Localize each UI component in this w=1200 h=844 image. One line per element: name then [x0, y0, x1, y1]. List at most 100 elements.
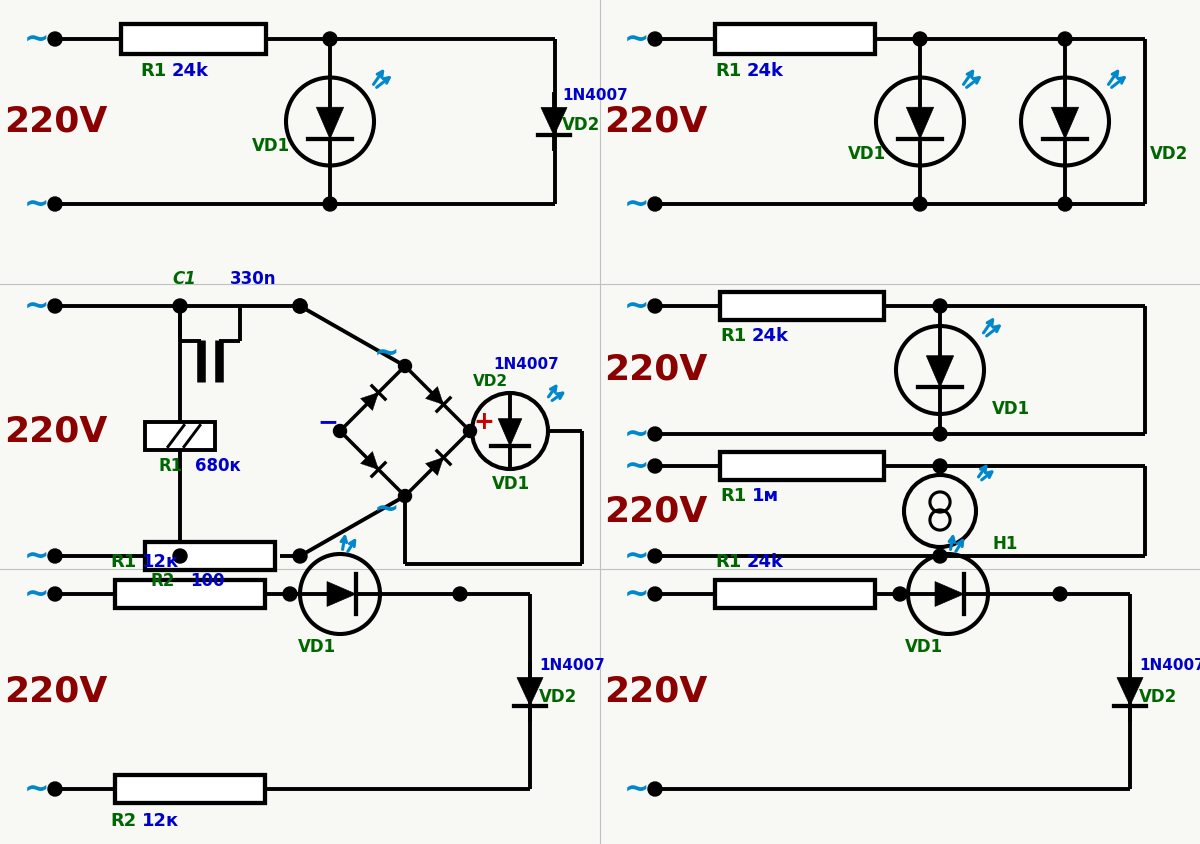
Text: VD1: VD1 [252, 138, 290, 155]
Bar [115, 580, 265, 608]
Text: C1: C1 [172, 270, 196, 288]
Text: 24k: 24k [748, 62, 784, 80]
Text: 1N4007: 1N4007 [539, 657, 605, 673]
Text: VD1: VD1 [992, 400, 1030, 418]
Text: VD1: VD1 [298, 638, 336, 656]
Circle shape [48, 299, 62, 313]
Circle shape [293, 299, 307, 313]
Polygon shape [1051, 107, 1079, 139]
Text: 220V: 220V [4, 415, 107, 449]
Text: R1: R1 [720, 487, 746, 505]
Polygon shape [328, 582, 356, 606]
Polygon shape [541, 107, 568, 136]
Text: ~: ~ [624, 542, 649, 571]
Text: VD2: VD2 [1150, 145, 1188, 164]
Text: VD2: VD2 [473, 374, 508, 389]
Polygon shape [360, 452, 378, 469]
Text: 220V: 220V [4, 675, 107, 709]
Bar [145, 422, 215, 450]
Text: 680к: 680к [194, 457, 241, 475]
Circle shape [398, 360, 412, 372]
Polygon shape [1117, 678, 1144, 706]
Text: 1N4007: 1N4007 [1139, 657, 1200, 673]
Text: ~: ~ [374, 495, 400, 523]
Polygon shape [926, 355, 954, 387]
Bar [145, 542, 275, 570]
Text: R2: R2 [150, 572, 174, 590]
Circle shape [648, 299, 662, 313]
Bar [115, 775, 265, 803]
Circle shape [648, 587, 662, 601]
Text: 12к: 12к [142, 812, 179, 830]
Circle shape [648, 782, 662, 796]
Polygon shape [517, 678, 542, 706]
Text: 12к: 12к [142, 553, 179, 571]
Circle shape [323, 197, 337, 211]
Circle shape [323, 32, 337, 46]
Text: R2: R2 [110, 812, 137, 830]
Circle shape [648, 197, 662, 211]
Text: ~: ~ [24, 775, 49, 803]
Text: 1N4007: 1N4007 [562, 88, 628, 102]
Circle shape [648, 549, 662, 563]
Text: ~: ~ [624, 24, 649, 53]
Circle shape [48, 587, 62, 601]
Text: ~: ~ [24, 542, 49, 571]
Polygon shape [935, 582, 964, 606]
Circle shape [173, 299, 187, 313]
Circle shape [648, 459, 662, 473]
Text: 220V: 220V [604, 105, 707, 139]
Circle shape [454, 587, 467, 601]
Circle shape [48, 782, 62, 796]
Text: −: − [317, 410, 338, 434]
Polygon shape [426, 457, 444, 475]
Text: R1: R1 [715, 62, 742, 80]
Text: 24k: 24k [748, 553, 784, 571]
Polygon shape [906, 107, 934, 139]
Circle shape [48, 32, 62, 46]
Circle shape [173, 549, 187, 563]
Text: 1м: 1м [752, 487, 779, 505]
Circle shape [334, 425, 347, 437]
Bar [715, 580, 875, 608]
Text: ~: ~ [24, 580, 49, 609]
Circle shape [283, 587, 298, 601]
Text: R1: R1 [715, 553, 742, 571]
Text: 24k: 24k [752, 327, 790, 345]
Circle shape [934, 299, 947, 313]
Polygon shape [317, 107, 343, 139]
Circle shape [893, 587, 907, 601]
Text: 220V: 220V [604, 675, 707, 709]
Polygon shape [498, 419, 522, 446]
Text: ~: ~ [624, 775, 649, 803]
Text: ~: ~ [24, 291, 49, 321]
Bar [720, 292, 884, 320]
Text: ~: ~ [624, 419, 649, 448]
Circle shape [913, 197, 928, 211]
Bar [120, 24, 265, 54]
Text: ~: ~ [624, 452, 649, 480]
Text: ~: ~ [624, 580, 649, 609]
Polygon shape [426, 387, 444, 404]
Polygon shape [360, 392, 378, 410]
Text: VD1: VD1 [905, 638, 943, 656]
Circle shape [293, 549, 307, 563]
Text: 220V: 220V [604, 494, 707, 528]
Circle shape [48, 197, 62, 211]
Text: 330n: 330n [230, 270, 276, 288]
Circle shape [48, 549, 62, 563]
Text: R1: R1 [720, 327, 746, 345]
Bar [715, 24, 875, 54]
Circle shape [648, 427, 662, 441]
Circle shape [648, 32, 662, 46]
Text: 220V: 220V [604, 353, 707, 387]
Text: 1N4007: 1N4007 [493, 357, 559, 372]
Bar [720, 452, 884, 480]
Circle shape [934, 549, 947, 563]
Circle shape [1058, 32, 1072, 46]
Text: R1: R1 [140, 62, 167, 80]
Text: ~: ~ [24, 190, 49, 219]
Text: 24k: 24k [172, 62, 209, 80]
Text: VD2: VD2 [1139, 688, 1177, 706]
Text: VD1: VD1 [848, 145, 886, 164]
